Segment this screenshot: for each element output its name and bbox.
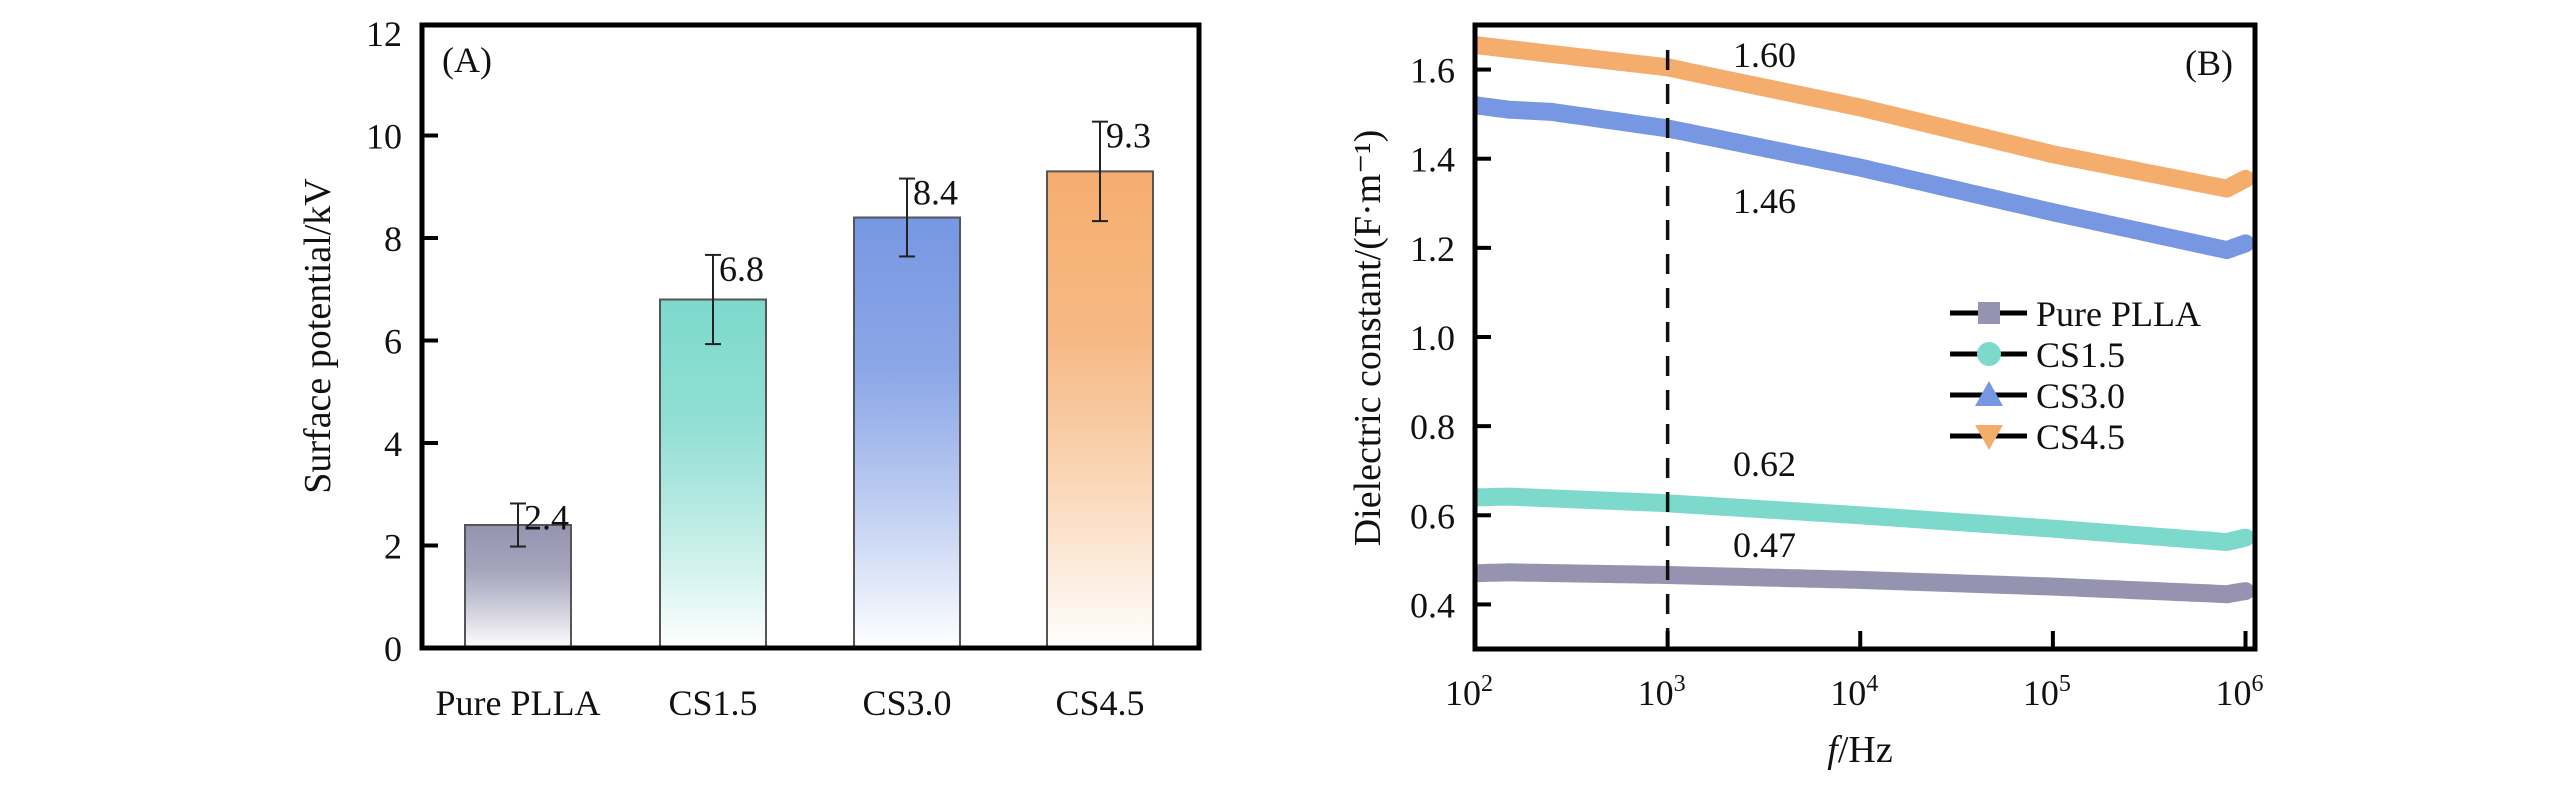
x-tick-base: 10: [1445, 673, 1481, 713]
series-line-cs3-0: [1475, 96, 2255, 260]
panel-a-value-labels: 2.4 6.8 8.4 9.3: [524, 116, 1151, 538]
panel-b-x-axis-title: f/Hz: [1827, 729, 1892, 771]
x-tick-exponent: 3: [1674, 671, 1686, 697]
legend-item: CS3.0: [1950, 376, 2125, 416]
panel-a-y-ticks: 0 2 4 6 8 10 12: [366, 14, 438, 669]
circle-marker-icon: [1977, 342, 2001, 366]
panel-b-annotations: 0.47 0.62 1.46 1.60: [1733, 35, 1796, 565]
triangle-down-marker-icon: [1975, 425, 2003, 450]
legend-label: CS1.5: [2036, 335, 2125, 375]
panel-b-x-ticks: 102 103 104 105 106: [1445, 631, 2264, 713]
y-tick-label: 2: [384, 527, 402, 567]
error-bars-group: [510, 120, 1108, 548]
panel-b-y-ticks: 0.4 0.6 0.8 1.0 1.2 1.4 1.6: [1410, 51, 1491, 625]
bar-value-label: 8.4: [913, 173, 958, 213]
y-tick-label: 12: [366, 14, 402, 54]
series-line-cs4-5: [1475, 36, 2255, 198]
x-tick-label: 106: [2216, 671, 2264, 713]
y-tick-label: 1.4: [1410, 140, 1455, 180]
x-tick-label: 105: [2023, 671, 2071, 713]
value-annotation: 1.46: [1733, 181, 1796, 221]
y-tick-label: 0.6: [1410, 496, 1455, 536]
x-tick-label: 104: [1830, 671, 1878, 713]
bar-cs4-5: [1046, 170, 1154, 649]
y-tick-label: 0: [384, 629, 402, 669]
legend-item: CS4.5: [1950, 417, 2125, 457]
x-tick-label: 102: [1445, 671, 1493, 713]
x-tick-base: 10: [1638, 673, 1674, 713]
x-tick-base: 10: [1830, 673, 1866, 713]
panel-a-bar-chart: 0 2 4 6 8 10 12 Pure PLLA CS1.5 CS3.0 CS4.5 2.4 6.…: [297, 14, 1202, 723]
y-tick-label: 10: [366, 117, 402, 157]
y-tick-label: 1.6: [1410, 51, 1455, 91]
bar-value-label: 2.4: [524, 497, 569, 537]
y-tick-label: 1.2: [1410, 229, 1455, 269]
legend-item: CS1.5: [1950, 335, 2125, 375]
value-annotation: 1.60: [1733, 35, 1796, 75]
y-tick-label: 8: [384, 219, 402, 259]
legend-label: CS4.5: [2036, 417, 2125, 457]
x-tick-base: 10: [2216, 673, 2252, 713]
x-tick-exponent: 4: [1866, 671, 1878, 697]
panel-b-label: (B): [2185, 43, 2233, 83]
y-tick-label: 4: [384, 424, 402, 464]
panel-a-label: (A): [442, 40, 492, 80]
bar-cs1-5: [659, 298, 767, 649]
value-annotation: 0.62: [1733, 444, 1796, 484]
panel-a-y-axis-title: Surface potential/kV: [297, 178, 339, 494]
y-tick-label: 1.0: [1410, 318, 1455, 358]
x-axis-title-unit: /Hz: [1838, 729, 1893, 771]
y-tick-label: 0.8: [1410, 407, 1455, 447]
square-marker-icon: [1978, 302, 2000, 324]
y-tick-label: 6: [384, 322, 402, 362]
y-tick-label: 0.4: [1410, 585, 1455, 625]
legend-label: CS3.0: [2036, 376, 2125, 416]
x-category-label: CS4.5: [1055, 683, 1144, 723]
x-tick-base: 10: [2023, 673, 2059, 713]
panel-b-y-axis-title: Dielectric constant/(F·m⁻¹): [1347, 130, 1389, 547]
x-category-label: Pure PLLA: [436, 683, 601, 723]
bars-group: [464, 170, 1154, 649]
panel-a-frame: [419, 22, 1202, 651]
panel-a-axes: [419, 22, 1202, 651]
panel-a-category-labels: Pure PLLA CS1.5 CS3.0 CS4.5: [436, 683, 1145, 723]
bar-value-label: 9.3: [1106, 116, 1151, 156]
x-tick-exponent: 6: [2252, 671, 2264, 697]
triangle-up-marker-icon: [1975, 381, 2003, 406]
x-tick-label: 103: [1638, 671, 1686, 713]
x-tick-exponent: 2: [1481, 671, 1493, 697]
bar-value-label: 6.8: [719, 249, 764, 289]
bar-cs3-0: [853, 216, 961, 649]
panel-b-line-chart: 0.40.60.81.01.21.41.6 102 103 104 105 106 0.…: [1347, 22, 2264, 771]
value-annotation: 0.47: [1733, 525, 1796, 565]
series-line-cs1-5: [1475, 487, 2255, 551]
legend-label: Pure PLLA: [2036, 294, 2201, 334]
x-category-label: CS3.0: [862, 683, 951, 723]
x-category-label: CS1.5: [668, 683, 757, 723]
series-line-pure-plla: [1475, 563, 2255, 604]
series-group: [1475, 36, 2255, 604]
legend-item: Pure PLLA: [1950, 294, 2201, 334]
x-tick-exponent: 5: [2059, 671, 2071, 697]
